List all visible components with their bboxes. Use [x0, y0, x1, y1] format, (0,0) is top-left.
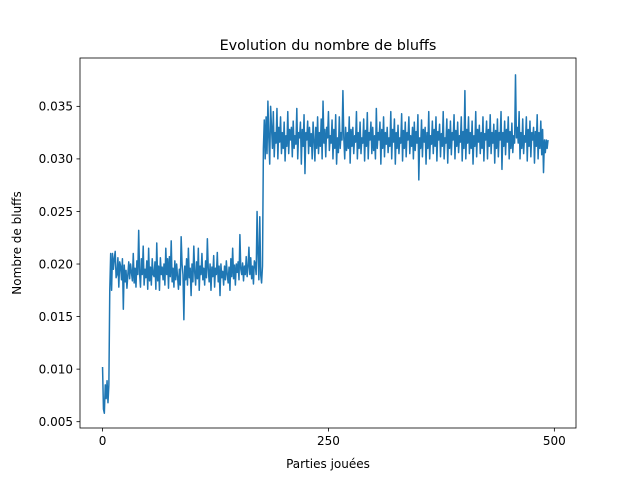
series-line-bluffs — [101, 74, 549, 415]
plot-border — [79, 57, 577, 429]
x-axis: 0 250 500 — [99, 428, 566, 448]
y-tick-label: 0.030 — [39, 152, 73, 166]
y-tick-label: 0.005 — [39, 415, 73, 429]
y-tick-label: 0.035 — [39, 100, 73, 114]
x-tick-label: 500 — [543, 434, 566, 448]
y-tick-label: 0.025 — [39, 205, 73, 219]
x-tick-label: 0 — [99, 434, 107, 448]
x-axis-label: Parties jouées — [286, 457, 370, 471]
plot-area — [79, 57, 577, 429]
x-tick-label: 250 — [317, 434, 340, 448]
y-tick-label: 0.015 — [39, 310, 73, 324]
chart-title: Evolution du nombre de bluffs — [220, 38, 437, 54]
y-tick-label: 0.010 — [39, 362, 73, 376]
y-tick-label: 0.020 — [39, 257, 73, 271]
y-axis: 0.005 0.010 0.015 0.020 0.025 0.030 0.035 — [39, 100, 80, 429]
y-axis-label: Nombre de bluffs — [10, 191, 24, 294]
